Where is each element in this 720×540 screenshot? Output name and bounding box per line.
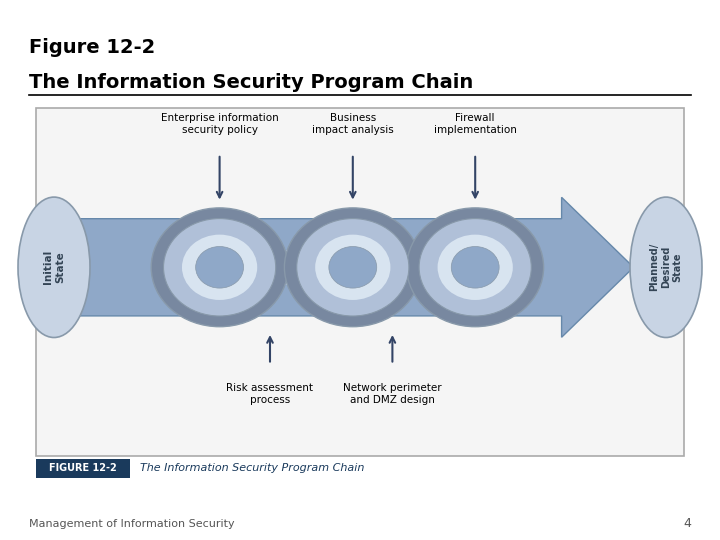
Text: FIGURE 12-2: FIGURE 12-2 bbox=[49, 463, 117, 474]
Ellipse shape bbox=[182, 234, 257, 300]
Text: Figure 12-2: Figure 12-2 bbox=[29, 38, 155, 57]
Polygon shape bbox=[72, 197, 634, 338]
Ellipse shape bbox=[407, 208, 544, 327]
Text: Initial
State: Initial State bbox=[43, 250, 65, 285]
Text: The Information Security Program Chain: The Information Security Program Chain bbox=[29, 73, 473, 92]
Ellipse shape bbox=[297, 219, 409, 316]
Ellipse shape bbox=[163, 219, 276, 316]
Ellipse shape bbox=[284, 208, 421, 327]
Ellipse shape bbox=[451, 246, 499, 288]
Text: Planned/
Desired
State: Planned/ Desired State bbox=[649, 243, 683, 292]
Text: Firewall
implementation: Firewall implementation bbox=[433, 113, 517, 135]
Ellipse shape bbox=[196, 246, 243, 288]
Ellipse shape bbox=[630, 197, 702, 338]
Text: 4: 4 bbox=[683, 517, 691, 530]
FancyBboxPatch shape bbox=[158, 249, 533, 285]
Text: Risk assessment
process: Risk assessment process bbox=[227, 383, 313, 405]
Text: The Information Security Program Chain: The Information Security Program Chain bbox=[140, 463, 365, 474]
Ellipse shape bbox=[151, 208, 288, 327]
FancyBboxPatch shape bbox=[36, 459, 130, 478]
Ellipse shape bbox=[315, 234, 390, 300]
Ellipse shape bbox=[329, 246, 377, 288]
Ellipse shape bbox=[419, 219, 531, 316]
Text: Management of Information Security: Management of Information Security bbox=[29, 519, 235, 529]
Text: Network perimeter
and DMZ design: Network perimeter and DMZ design bbox=[343, 383, 441, 405]
Text: Enterprise information
security policy: Enterprise information security policy bbox=[161, 113, 279, 135]
FancyBboxPatch shape bbox=[36, 108, 684, 456]
Ellipse shape bbox=[438, 234, 513, 300]
Ellipse shape bbox=[18, 197, 90, 338]
Text: Business
impact analysis: Business impact analysis bbox=[312, 113, 394, 135]
